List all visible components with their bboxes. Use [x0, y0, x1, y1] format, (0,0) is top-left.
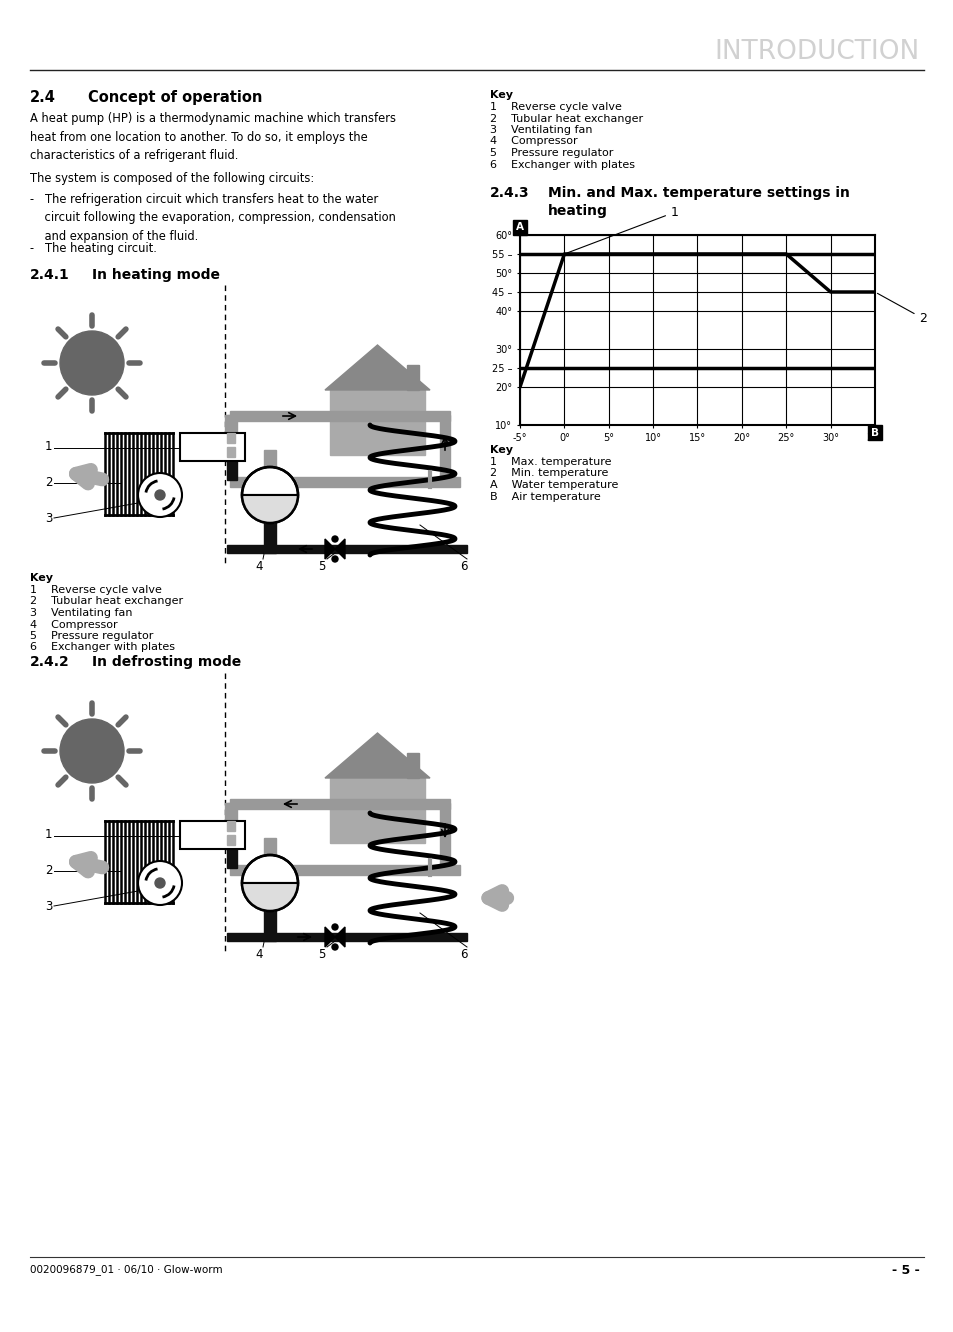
Text: 5: 5 — [317, 559, 325, 573]
Bar — [225, 803, 234, 821]
Text: -   The refrigeration circuit which transfers heat to the water
    circuit foll: - The refrigeration circuit which transf… — [30, 193, 395, 242]
Bar — [227, 932, 467, 940]
Bar — [330, 390, 424, 456]
Text: The system is composed of the following circuits:: The system is composed of the following … — [30, 172, 314, 185]
Text: 6: 6 — [459, 559, 467, 573]
Circle shape — [154, 878, 165, 888]
Text: 2: 2 — [45, 477, 52, 489]
Circle shape — [138, 473, 182, 517]
Circle shape — [332, 555, 337, 562]
Text: -   The heating circuit.: - The heating circuit. — [30, 242, 156, 254]
Text: 5    Pressure regulator: 5 Pressure regulator — [30, 631, 153, 641]
Text: A    Water temperature: A Water temperature — [490, 480, 618, 490]
Bar — [230, 864, 459, 875]
Bar — [439, 803, 450, 868]
Polygon shape — [325, 345, 430, 390]
Bar — [227, 838, 236, 868]
Text: 2.4: 2.4 — [30, 91, 56, 105]
Text: B    Air temperature: B Air temperature — [490, 492, 600, 502]
Text: 3    Ventilating fan: 3 Ventilating fan — [490, 125, 592, 135]
Text: 6: 6 — [459, 948, 467, 960]
Text: 2: 2 — [877, 293, 926, 325]
Bar — [264, 911, 275, 940]
Bar — [225, 416, 234, 433]
Text: 4    Compressor: 4 Compressor — [30, 619, 117, 630]
Text: Key: Key — [30, 573, 53, 583]
Text: 3: 3 — [45, 899, 52, 912]
Bar — [225, 838, 234, 848]
Text: 4: 4 — [254, 948, 262, 960]
Bar — [264, 838, 275, 883]
Circle shape — [332, 944, 337, 950]
Text: 1: 1 — [566, 205, 678, 253]
Text: In heating mode: In heating mode — [91, 268, 220, 282]
Text: 5    Pressure regulator: 5 Pressure regulator — [490, 148, 613, 159]
Bar — [330, 778, 424, 843]
Text: In defrosting mode: In defrosting mode — [91, 655, 241, 669]
Circle shape — [60, 719, 124, 783]
Text: 2.4.3: 2.4.3 — [490, 186, 529, 200]
Bar — [227, 545, 467, 553]
Bar — [230, 477, 459, 488]
Circle shape — [332, 535, 337, 542]
Bar — [407, 365, 418, 390]
Text: 4: 4 — [254, 559, 262, 573]
Text: 1    Reverse cycle valve: 1 Reverse cycle valve — [490, 103, 621, 112]
Bar — [227, 821, 234, 831]
Circle shape — [242, 855, 297, 911]
Bar — [180, 821, 245, 848]
Circle shape — [154, 490, 165, 500]
Text: 6    Exchanger with plates: 6 Exchanger with plates — [490, 160, 635, 169]
Bar — [227, 835, 234, 844]
Text: Key: Key — [490, 445, 513, 456]
Text: 1: 1 — [45, 829, 52, 842]
Text: 6    Exchanger with plates: 6 Exchanger with plates — [30, 642, 174, 653]
Circle shape — [60, 330, 124, 396]
Circle shape — [138, 860, 182, 904]
Wedge shape — [242, 883, 297, 911]
Text: B: B — [870, 428, 878, 438]
Text: 5: 5 — [317, 948, 325, 960]
Bar — [227, 803, 236, 843]
Polygon shape — [325, 733, 430, 778]
Text: 2: 2 — [45, 864, 52, 878]
Bar — [407, 753, 418, 778]
Text: 3    Ventilating fan: 3 Ventilating fan — [30, 607, 132, 618]
Bar — [227, 450, 236, 480]
Bar — [227, 433, 234, 444]
Bar — [264, 450, 275, 496]
Circle shape — [242, 468, 297, 523]
Bar — [230, 799, 450, 809]
Circle shape — [332, 924, 337, 930]
Bar — [230, 412, 450, 421]
Text: A heat pump (HP) is a thermodynamic machine which transfers
heat from one locati: A heat pump (HP) is a thermodynamic mach… — [30, 112, 395, 163]
Bar — [225, 450, 234, 461]
Text: 0020096879_01 · 06/10 · Glow-worm: 0020096879_01 · 06/10 · Glow-worm — [30, 1264, 222, 1275]
Bar — [264, 523, 275, 553]
Text: - 5 -: - 5 - — [891, 1264, 919, 1277]
Bar — [227, 448, 234, 457]
Text: 2    Min. temperature: 2 Min. temperature — [490, 469, 608, 478]
Text: 1: 1 — [45, 441, 52, 453]
Text: 2.4.2: 2.4.2 — [30, 655, 70, 669]
Text: 3: 3 — [45, 511, 52, 525]
Bar — [227, 416, 236, 456]
Text: 2.4.1: 2.4.1 — [30, 268, 70, 282]
Bar — [439, 416, 450, 480]
Text: 2    Tubular heat exchanger: 2 Tubular heat exchanger — [30, 597, 183, 606]
Text: Concept of operation: Concept of operation — [88, 91, 262, 105]
Text: 1    Max. temperature: 1 Max. temperature — [490, 457, 611, 468]
Text: Min. and Max. temperature settings in
heating: Min. and Max. temperature settings in he… — [547, 186, 849, 218]
Text: 2    Tubular heat exchanger: 2 Tubular heat exchanger — [490, 113, 642, 124]
Wedge shape — [242, 496, 297, 523]
Bar — [180, 433, 245, 461]
Text: 1    Reverse cycle valve: 1 Reverse cycle valve — [30, 585, 162, 595]
Text: INTRODUCTION: INTRODUCTION — [714, 39, 919, 65]
Text: Key: Key — [490, 91, 513, 100]
Polygon shape — [325, 539, 345, 559]
Text: A: A — [516, 222, 523, 232]
Polygon shape — [325, 927, 345, 947]
Text: 4    Compressor: 4 Compressor — [490, 136, 577, 147]
